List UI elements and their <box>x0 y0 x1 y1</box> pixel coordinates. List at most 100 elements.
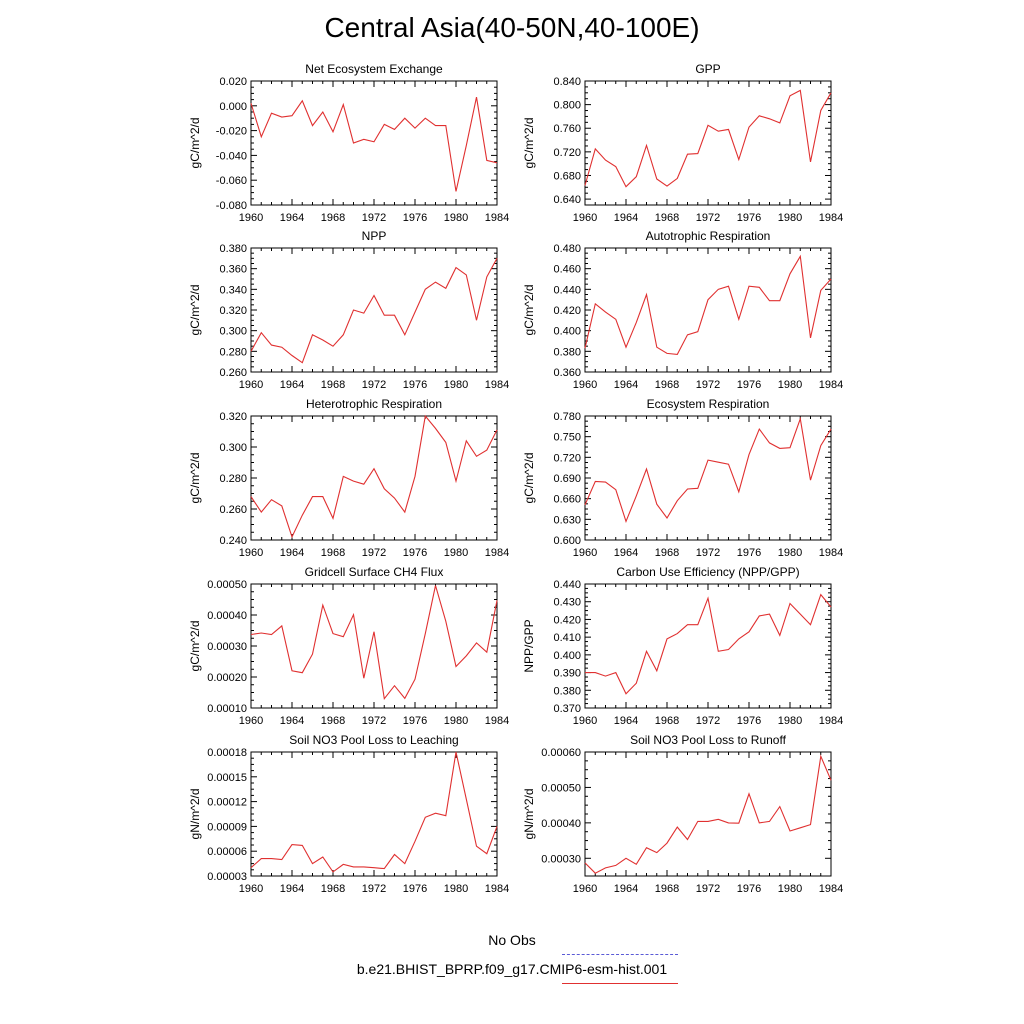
y-tick-label: 0.00030 <box>541 853 581 865</box>
chart-panel: 1960 1964 1968 1972 1976 1980 1984 0.600 0.630 0.… <box>522 397 843 559</box>
x-tick-label: 1984 <box>819 715 843 727</box>
y-axis-label: gC/m^2/d <box>188 285 202 336</box>
x-tick-label: 1960 <box>573 883 597 895</box>
x-tick-label: 1980 <box>444 883 468 895</box>
y-tick-label: 0.00003 <box>207 871 247 883</box>
x-tick-label: 1980 <box>778 883 802 895</box>
y-axis-label: gC/m^2/d <box>522 118 536 169</box>
y-tick-label: -0.080 <box>216 200 247 212</box>
x-tick-label: 1972 <box>362 379 386 391</box>
y-tick-label: 0.320 <box>219 411 247 423</box>
y-tick-label: 0.360 <box>219 264 247 276</box>
y-tick-label: 0.390 <box>553 668 581 680</box>
y-tick-label: 0.00030 <box>207 641 247 653</box>
series-line <box>584 754 832 874</box>
x-tick-label: 1964 <box>614 212 638 224</box>
x-tick-label: 1984 <box>819 212 843 224</box>
y-tick-label: 0.00040 <box>541 818 581 830</box>
y-tick-label: 0.00010 <box>207 703 247 715</box>
y-tick-label: 0.600 <box>553 535 581 547</box>
x-tick-label: 1964 <box>280 379 304 391</box>
y-tick-label: 0.280 <box>219 473 247 485</box>
chart-title: Soil NO3 Pool Loss to Runoff <box>630 733 787 747</box>
y-tick-label: 0.260 <box>219 504 247 516</box>
y-tick-label: 0.340 <box>219 284 247 296</box>
series-line <box>584 416 832 524</box>
x-tick-label: 1980 <box>444 715 468 727</box>
y-tick-label: -0.040 <box>216 150 247 162</box>
series-line <box>250 585 498 701</box>
y-tick-label: 0.000 <box>219 101 247 113</box>
y-axis-label: NPP/GPP <box>522 619 536 672</box>
y-tick-label: 0.00060 <box>541 747 581 759</box>
y-tick-label: 0.00050 <box>207 579 247 591</box>
x-tick-label: 1972 <box>362 715 386 727</box>
y-tick-label: 0.480 <box>553 243 581 255</box>
x-tick-label: 1968 <box>655 715 679 727</box>
y-tick-label: 0.780 <box>553 411 581 423</box>
y-tick-label: 0.420 <box>553 614 581 626</box>
y-axis-label: gC/m^2/d <box>188 621 202 672</box>
y-tick-label: -0.020 <box>216 126 247 138</box>
x-tick-label: 1980 <box>778 212 802 224</box>
x-tick-label: 1984 <box>819 883 843 895</box>
plot-frame <box>250 415 498 541</box>
legend-model-line <box>562 983 678 984</box>
x-tick-label: 1964 <box>614 715 638 727</box>
y-tick-label: 0.440 <box>553 579 581 591</box>
page-title: Central Asia(40-50N,40-100E) <box>324 12 700 43</box>
x-tick-label: 1972 <box>362 547 386 559</box>
y-tick-label: 0.00012 <box>207 797 247 809</box>
x-tick-label: 1984 <box>485 715 509 727</box>
x-tick-label: 1972 <box>696 547 720 559</box>
x-tick-label: 1960 <box>573 212 597 224</box>
x-tick-label: 1964 <box>280 212 304 224</box>
x-tick-label: 1964 <box>614 547 638 559</box>
chart-title: GPP <box>695 62 720 76</box>
y-tick-label: 0.380 <box>553 685 581 697</box>
x-tick-label: 1968 <box>321 379 345 391</box>
x-tick-label: 1968 <box>321 883 345 895</box>
y-tick-label: 0.380 <box>553 346 581 358</box>
y-tick-label: 0.430 <box>553 597 581 609</box>
x-tick-label: 1980 <box>444 212 468 224</box>
x-tick-label: 1980 <box>778 715 802 727</box>
x-tick-label: 1968 <box>321 715 345 727</box>
x-tick-label: 1964 <box>280 715 304 727</box>
y-tick-label: 0.380 <box>219 243 247 255</box>
y-axis-label: gC/m^2/d <box>522 285 536 336</box>
chart-panel: 1960 1964 1968 1972 1976 1980 1984 -0.080 -0.060… <box>188 62 509 224</box>
y-axis-label: gN/m^2/d <box>188 789 202 840</box>
x-tick-label: 1972 <box>696 379 720 391</box>
chart-panel: 1960 1964 1968 1972 1976 1980 1984 0.00010 0.000… <box>188 565 509 727</box>
x-tick-label: 1984 <box>485 883 509 895</box>
x-tick-label: 1960 <box>239 883 263 895</box>
y-tick-label: 0.800 <box>553 100 581 112</box>
series-line <box>250 414 498 539</box>
plot-frame <box>250 583 498 709</box>
x-tick-label: 1960 <box>573 715 597 727</box>
plot-frame <box>584 80 832 206</box>
x-tick-label: 1984 <box>819 379 843 391</box>
x-tick-label: 1960 <box>239 547 263 559</box>
y-tick-label: 0.00050 <box>541 782 581 794</box>
series-line <box>585 593 832 695</box>
chart-title: NPP <box>362 229 387 243</box>
x-tick-label: 1964 <box>614 883 638 895</box>
legend-obs-label: No Obs <box>488 932 536 948</box>
y-tick-label: 0.400 <box>553 650 581 662</box>
x-tick-label: 1964 <box>280 883 304 895</box>
x-tick-label: 1976 <box>403 883 427 895</box>
legend-model-label: b.e21.BHIST_BPRP.f09_g17.CMIP6-esm-hist.… <box>356 961 668 977</box>
chart-panel: 1960 1964 1968 1972 1976 1980 1984 0.360 0.380 0.… <box>522 229 843 391</box>
x-tick-label: 1964 <box>280 547 304 559</box>
chart-panel: 1960 1964 1968 1972 1976 1980 1984 0.240 0.260 0.… <box>188 397 509 559</box>
x-tick-label: 1968 <box>655 547 679 559</box>
y-tick-label: 0.00006 <box>207 846 247 858</box>
y-tick-label: 0.630 <box>553 514 581 526</box>
y-tick-label: 0.400 <box>553 326 581 338</box>
series-line <box>584 254 832 355</box>
y-tick-label: 0.020 <box>219 76 247 88</box>
y-tick-label: 0.320 <box>219 305 247 317</box>
